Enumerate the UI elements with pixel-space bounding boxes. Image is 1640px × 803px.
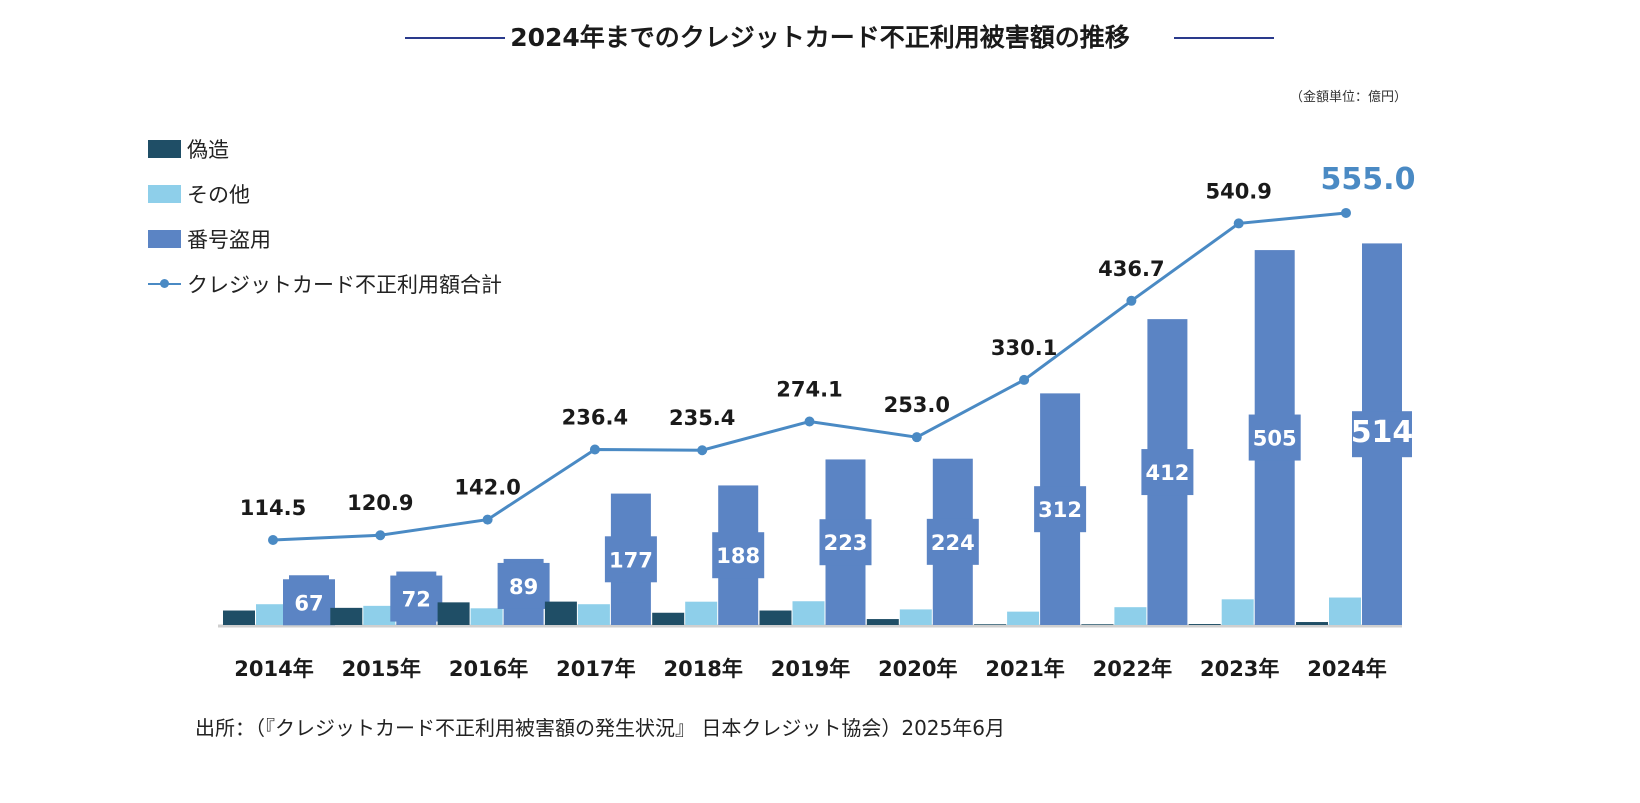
category-label-9: 2023年 [1200, 657, 1279, 681]
category-label-7: 2021年 [985, 657, 1064, 681]
bar-number-theft-label-10: 514 [1351, 415, 1414, 450]
bar-other-1 [363, 605, 396, 625]
bar-number-theft-label-9: 505 [1253, 427, 1297, 451]
category-label-8: 2022年 [1093, 657, 1172, 681]
category-label-3: 2017年 [556, 657, 635, 681]
total-label-9: 540.9 [1205, 179, 1271, 203]
total-point-8 [1126, 295, 1137, 306]
bar-other-3 [577, 604, 610, 625]
bar-other-8 [1114, 607, 1147, 625]
bar-forgery-4 [652, 612, 685, 625]
category-label-1: 2015年 [342, 657, 421, 681]
bar-forgery-10 [1296, 622, 1328, 625]
bar-other-5 [792, 601, 825, 625]
bar-number-theft-label-4: 188 [716, 544, 760, 568]
chart-title: 2024年までのクレジットカード不正利用被害額の推移 [510, 23, 1130, 52]
bar-forgery-9 [1188, 624, 1221, 625]
bar-number-theft-label-2: 89 [509, 575, 538, 599]
total-label-8: 436.7 [1098, 257, 1164, 281]
bar-forgery-1 [330, 607, 363, 625]
category-label-0: 2014年 [234, 657, 313, 681]
bar-number-theft-label-3: 177 [609, 548, 653, 572]
total-point-2 [482, 514, 493, 525]
legend-swatch-forgery [148, 139, 181, 158]
bar-number-theft-label-7: 312 [1038, 498, 1082, 522]
title-line-right [1174, 37, 1274, 39]
total-point-0 [268, 534, 278, 545]
bar-number-theft-badge-9 [1248, 414, 1301, 461]
legend-item-number-theft: 番号盗用 [148, 216, 502, 261]
bar-number-theft-badge-2 [497, 562, 550, 609]
total-point-3 [589, 444, 600, 455]
total-point-5 [804, 416, 815, 427]
bar-number-theft-label-8: 412 [1145, 461, 1189, 485]
total-label-7: 330.1 [991, 336, 1057, 360]
bar-number-theft-badge-1 [390, 575, 443, 622]
bar-forgery-3 [544, 601, 577, 625]
total-point-4 [697, 445, 708, 456]
legend-label-number-theft: 番号盗用 [187, 227, 271, 252]
category-label-6: 2020年 [878, 657, 957, 681]
bar-number-theft-badge-4 [712, 532, 765, 579]
legend-label-total: クレジットカード不正利用額合計 [187, 272, 502, 297]
bar-number-theft-badge-10 [1352, 411, 1412, 458]
total-point-9 [1233, 218, 1244, 229]
legend-label-other: その他 [187, 182, 250, 207]
legend-label-forgery: 偽造 [187, 137, 229, 162]
bar-forgery-7 [974, 624, 1007, 625]
legend-swatch-number-theft [148, 229, 181, 248]
legend-item-forgery: 偽造 [148, 126, 502, 171]
bar-number-theft-label-1: 72 [402, 588, 431, 612]
bar-number-theft-badge-6 [926, 518, 979, 565]
bar-other-10 [1329, 597, 1361, 625]
total-point-10 [1341, 207, 1351, 218]
bar-forgery-2 [437, 602, 470, 625]
total-label-1: 120.9 [347, 491, 413, 515]
bar-number-theft-badge-7 [1034, 486, 1087, 533]
bar-other-2 [470, 608, 503, 625]
total-label-6: 253.0 [884, 393, 950, 417]
source-note: 出所：（『クレジットカード不正利用被害額の発生状況』 日本クレジット協会）202… [195, 716, 1005, 740]
bar-forgery-5 [759, 610, 792, 625]
bar-other-6 [899, 609, 932, 625]
unit-note: （金額単位：億円） [1290, 90, 1408, 105]
legend-item-other: その他 [148, 171, 502, 216]
total-label-4: 235.4 [669, 406, 735, 430]
legend-swatch-other [148, 184, 181, 203]
bar-forgery-6 [866, 619, 899, 625]
bar-other-9 [1221, 599, 1254, 625]
legend-item-total: クレジットカード不正利用額合計 [148, 261, 502, 306]
total-label-3: 236.4 [562, 405, 628, 429]
bar-number-theft-badge-8 [1141, 449, 1194, 496]
bar-forgery-8 [1081, 624, 1114, 625]
category-label-4: 2018年 [663, 657, 742, 681]
total-label-10: 555.0 [1321, 162, 1416, 197]
total-point-7 [1019, 374, 1030, 385]
legend-swatch-total [148, 275, 181, 293]
bar-number-theft-badge-0 [283, 579, 335, 626]
title-line-left [405, 37, 505, 39]
bar-other-7 [1007, 611, 1040, 625]
category-label-5: 2019年 [771, 657, 850, 681]
total-label-0: 114.5 [240, 496, 306, 520]
legend: 偽造 その他 番号盗用 クレジットカード不正利用額合計 [148, 126, 502, 306]
bar-other-4 [685, 601, 718, 625]
category-label-10: 2024年 [1307, 657, 1386, 681]
bar-forgery-0 [223, 610, 255, 625]
total-label-5: 274.1 [776, 378, 842, 402]
category-label-2: 2016年 [449, 657, 528, 681]
bar-number-theft-label-0: 67 [294, 591, 323, 615]
bar-number-theft-label-5: 223 [824, 531, 868, 555]
bar-number-theft-badge-3 [604, 536, 657, 583]
bar-other-0 [256, 604, 288, 625]
chart-title-wrap: 2024年までのクレジットカード不正利用被害額の推移 [0, 18, 1640, 54]
bar-number-theft-label-6: 224 [931, 531, 975, 555]
bar-number-theft-badge-5 [819, 519, 872, 566]
total-point-1 [375, 530, 386, 541]
total-point-6 [911, 432, 922, 443]
total-label-2: 142.0 [454, 476, 520, 500]
